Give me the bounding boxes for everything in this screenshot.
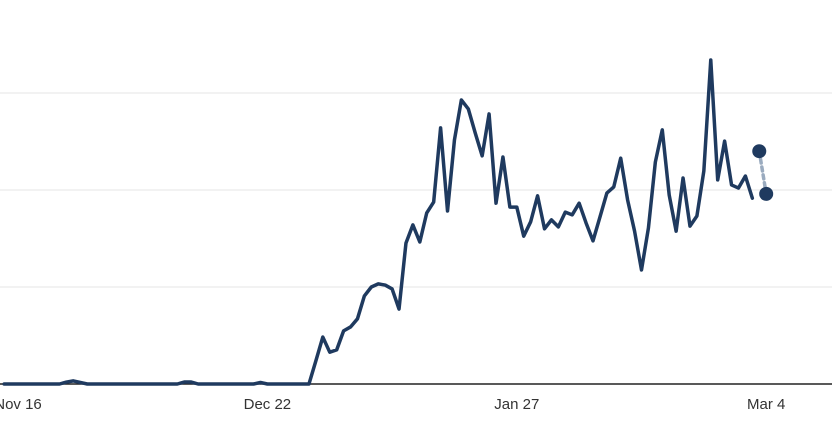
projected-line (757, 149, 768, 196)
line (2, 58, 755, 386)
x-tick-label: Mar 4 (747, 396, 785, 413)
x-tick-label: Nov 16 (0, 396, 42, 413)
point (752, 144, 767, 159)
x-tick-label: Jan 27 (494, 396, 539, 413)
point (759, 186, 774, 201)
x-tick-label: Dec 22 (244, 396, 292, 413)
